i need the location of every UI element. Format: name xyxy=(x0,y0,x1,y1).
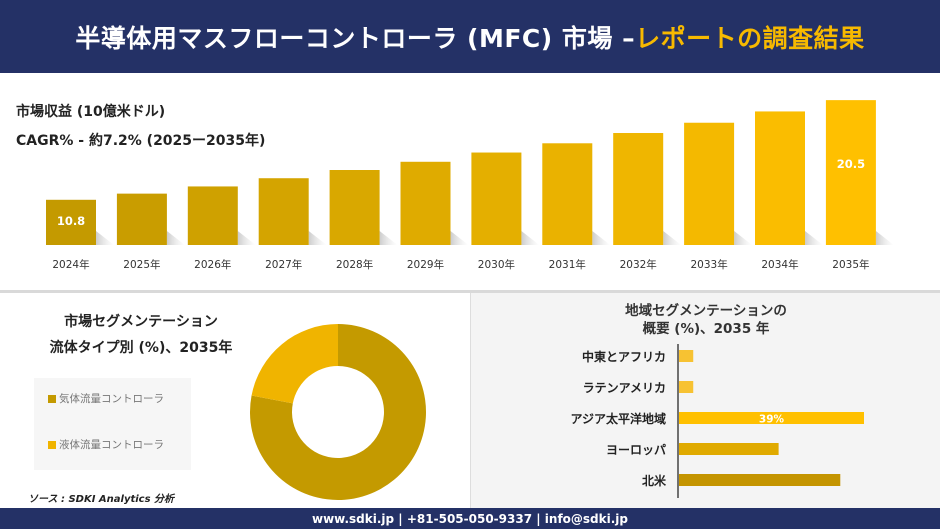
revenue-bar xyxy=(684,122,735,245)
legend-label: 気体流量コントローラ xyxy=(59,393,164,405)
legend-swatch xyxy=(48,440,56,449)
legend-label: 液体流量コントローラ xyxy=(59,439,164,451)
revenue-bar-chart: 2024年 10.8 2025年 2026年 2027年 2028年 2029年 2030年 2… xyxy=(46,100,894,271)
header-banner: 半導体用マスフローコントローラ (MFC) 市場 – レポートの調査結果 xyxy=(0,0,940,73)
revenue-bar xyxy=(400,161,451,245)
source-note: ソース : SDKI Analytics 分析 xyxy=(28,494,175,505)
year-tick-label: 2025年 xyxy=(123,258,160,271)
page-title-accent: レポートの調査結果 xyxy=(635,23,865,53)
year-tick-label: 2035年 xyxy=(832,258,869,271)
bar-data-label: 20.5 xyxy=(837,157,865,171)
region-label: ラテンアメリカ xyxy=(583,381,666,395)
revenue-bar xyxy=(46,199,96,245)
year-tick-label: 2032年 xyxy=(620,258,657,271)
year-tick-label: 2026年 xyxy=(194,258,231,271)
segment-title-1: 市場セグメンテーション xyxy=(64,314,218,330)
revenue-bar xyxy=(471,152,522,245)
donut-legend: 気体流量コントローラ 液体流量コントローラ xyxy=(34,378,191,470)
bar-shadow xyxy=(805,231,823,245)
bar-shadow xyxy=(521,231,540,245)
revenue-label: 市場収益 (10億米ドル) xyxy=(16,104,166,120)
bar-shadow xyxy=(875,231,894,245)
legend-swatch xyxy=(48,394,56,403)
bar-shadow xyxy=(592,231,611,245)
section-divider xyxy=(0,290,940,293)
year-tick-label: 2033年 xyxy=(690,258,727,271)
year-tick-label: 2031年 xyxy=(549,258,586,271)
bar-shadow xyxy=(237,231,256,245)
legend-item-liquid: 液体流量コントローラ xyxy=(48,437,164,452)
segment-title-2: 流体タイプ別 (%)、2035年 xyxy=(49,340,233,356)
region-label: 中東とアフリカ xyxy=(582,349,666,364)
fluid-type-segment: 市場セグメンテーション 流体タイプ別 (%)、2035年 気体流量コントローラ … xyxy=(0,293,470,508)
bar-shadow xyxy=(663,231,682,245)
revenue-bar xyxy=(825,100,876,245)
year-tick-label: 2029年 xyxy=(407,258,444,271)
region-bar xyxy=(679,443,779,455)
region-bar xyxy=(679,350,694,362)
region-bar xyxy=(679,412,864,424)
year-tick-label: 2034年 xyxy=(761,258,798,271)
bar-shadow xyxy=(734,231,753,245)
region-label: 北米 xyxy=(642,473,667,488)
revenue-bar xyxy=(755,111,805,245)
bar-data-label: 10.8 xyxy=(57,214,85,228)
bar-shadow xyxy=(450,231,469,245)
region-data-label: 39% xyxy=(759,414,785,426)
legend-item-gas: 気体流量コントローラ xyxy=(48,391,164,406)
cagr-label: CAGR% - 約7.2% (2025ー2035年) xyxy=(16,133,266,149)
revenue-bar xyxy=(116,193,167,245)
region-title-2: 概要 (%)、2035 年 xyxy=(642,321,770,337)
bar-shadow xyxy=(96,231,114,245)
donut-slice xyxy=(251,324,338,404)
year-tick-label: 2024年 xyxy=(52,258,89,271)
revenue-bar xyxy=(329,170,380,245)
bar-shadow xyxy=(379,231,398,245)
region-bar xyxy=(679,381,694,393)
year-tick-label: 2028年 xyxy=(336,258,373,271)
revenue-bar xyxy=(613,133,664,245)
fluid-donut-chart xyxy=(250,324,426,500)
region-segment: 地域セグメンテーションの 概要 (%)、2035 年 中東とアフリカ ラテンアメリ… xyxy=(470,293,940,508)
region-bar xyxy=(679,474,841,486)
year-tick-label: 2027年 xyxy=(265,258,302,271)
revenue-bar xyxy=(258,178,309,245)
bar-shadow xyxy=(166,231,185,245)
region-title-1: 地域セグメンテーションの xyxy=(625,303,787,319)
revenue-bar xyxy=(187,186,238,245)
region-label: アジア太平洋地域 xyxy=(570,411,666,426)
bar-shadow xyxy=(308,231,327,245)
revenue-bar xyxy=(542,143,593,245)
footer-contact: www.sdki.jp | +81-505-050-9337 | info@sd… xyxy=(0,508,940,529)
revenue-section: 市場収益 (10億米ドル) CAGR% - 約7.2% (2025ー2035年)… xyxy=(0,73,940,290)
page-title: 半導体用マスフローコントローラ (MFC) 市場 – xyxy=(75,23,636,53)
year-tick-label: 2030年 xyxy=(478,258,515,271)
region-label: ヨーロッパ xyxy=(606,443,666,457)
donut-slice xyxy=(250,324,426,500)
